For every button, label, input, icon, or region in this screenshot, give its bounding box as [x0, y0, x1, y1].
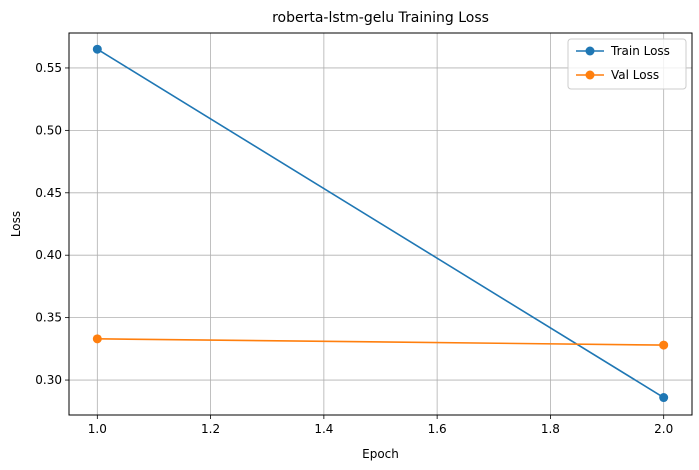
- y-tick-label: 0.45: [35, 186, 62, 200]
- legend-label-train-loss: Train Loss: [610, 44, 670, 58]
- x-tick-label: 1.4: [314, 422, 333, 436]
- x-axis-title: Epoch: [362, 447, 399, 461]
- y-tick-label: 0.50: [35, 123, 62, 137]
- chart-title: roberta-lstm-gelu Training Loss: [272, 10, 489, 26]
- legend-label-val-loss: Val Loss: [611, 68, 659, 82]
- legend: Train Loss Val Loss: [567, 38, 687, 90]
- data-point-val-loss: [92, 334, 102, 344]
- series-line-train-loss: [96, 48, 665, 399]
- y-tick-label: 0.30: [35, 373, 62, 387]
- y-tick-label: 0.40: [35, 248, 62, 262]
- data-point-val-loss: [659, 340, 669, 350]
- x-tick-label: 1.6: [428, 422, 447, 436]
- x-tick-label: 1.2: [201, 422, 220, 436]
- legend-marker-val-loss: [585, 70, 595, 80]
- plot-frame: [68, 32, 693, 416]
- x-tick-label: 1.0: [88, 422, 107, 436]
- legend-marker-train-loss: [585, 46, 595, 56]
- data-point-train-loss: [92, 44, 102, 54]
- x-tick-label: 2.0: [654, 422, 673, 436]
- series-line-val-loss: [97, 338, 664, 346]
- tick-layer: 1.0 1.2 1.4 1.6 1.8 2.0 0.30 0.35 0.40 0.45 0.50 0.…: [35, 61, 673, 436]
- y-tick-label: 0.55: [35, 61, 62, 75]
- y-tick-label: 0.35: [35, 311, 62, 325]
- x-tick-label: 1.8: [541, 422, 560, 436]
- grid-lines: [69, 33, 692, 415]
- y-axis-title: Loss: [9, 211, 23, 237]
- data-point-train-loss: [659, 393, 669, 403]
- series-layer: [92, 44, 669, 403]
